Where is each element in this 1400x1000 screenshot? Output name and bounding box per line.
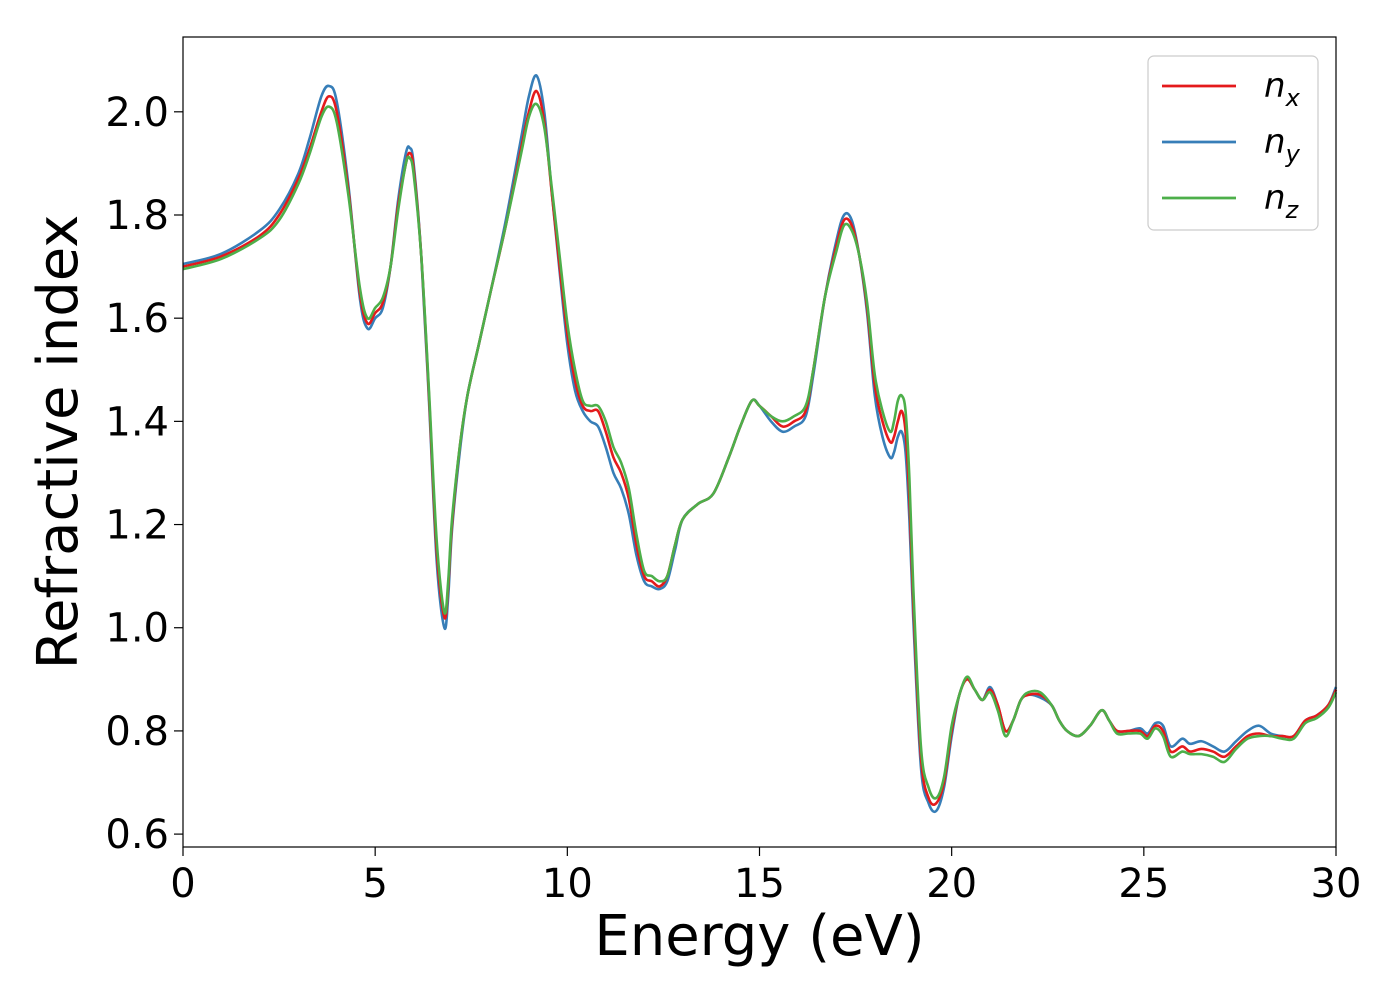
legend-label-nx: nx: [1264, 66, 1301, 112]
x-tick-label: 30: [1311, 861, 1362, 907]
y-tick-label: 1.8: [105, 193, 169, 239]
y-tick-label: 0.6: [105, 812, 169, 858]
y-tick-label: 1.6: [105, 296, 169, 342]
x-tick-label: 25: [1118, 861, 1169, 907]
y-axis-ticks: 0.6 0.8 1.0 1.2 1.4 1.6 1.8 2.0: [105, 90, 183, 858]
x-tick-label: 20: [926, 861, 977, 907]
series-line-nz: [182, 102, 1338, 800]
y-tick-label: 1.4: [105, 399, 169, 445]
legend-label-ny: ny: [1264, 122, 1301, 168]
x-axis-ticks: 0 5 10 15 20 25 30: [170, 847, 1361, 907]
y-axis-label: Refractive index: [26, 215, 91, 670]
y-tick-label: 1.0: [105, 606, 169, 652]
x-tick-label: 15: [734, 861, 785, 907]
x-tick-label: 10: [542, 861, 593, 907]
y-tick-label: 2.0: [105, 90, 169, 136]
x-tick-label: 5: [362, 861, 387, 907]
plot-lines: [182, 74, 1338, 814]
y-tick-label: 0.8: [105, 709, 169, 755]
x-axis-label: Energy (eV): [594, 904, 924, 969]
y-tick-label: 1.2: [105, 503, 169, 549]
x-tick-label: 0: [170, 861, 195, 907]
legend: nx ny nz: [1147, 55, 1319, 231]
legend-label-nz: nz: [1264, 178, 1300, 224]
